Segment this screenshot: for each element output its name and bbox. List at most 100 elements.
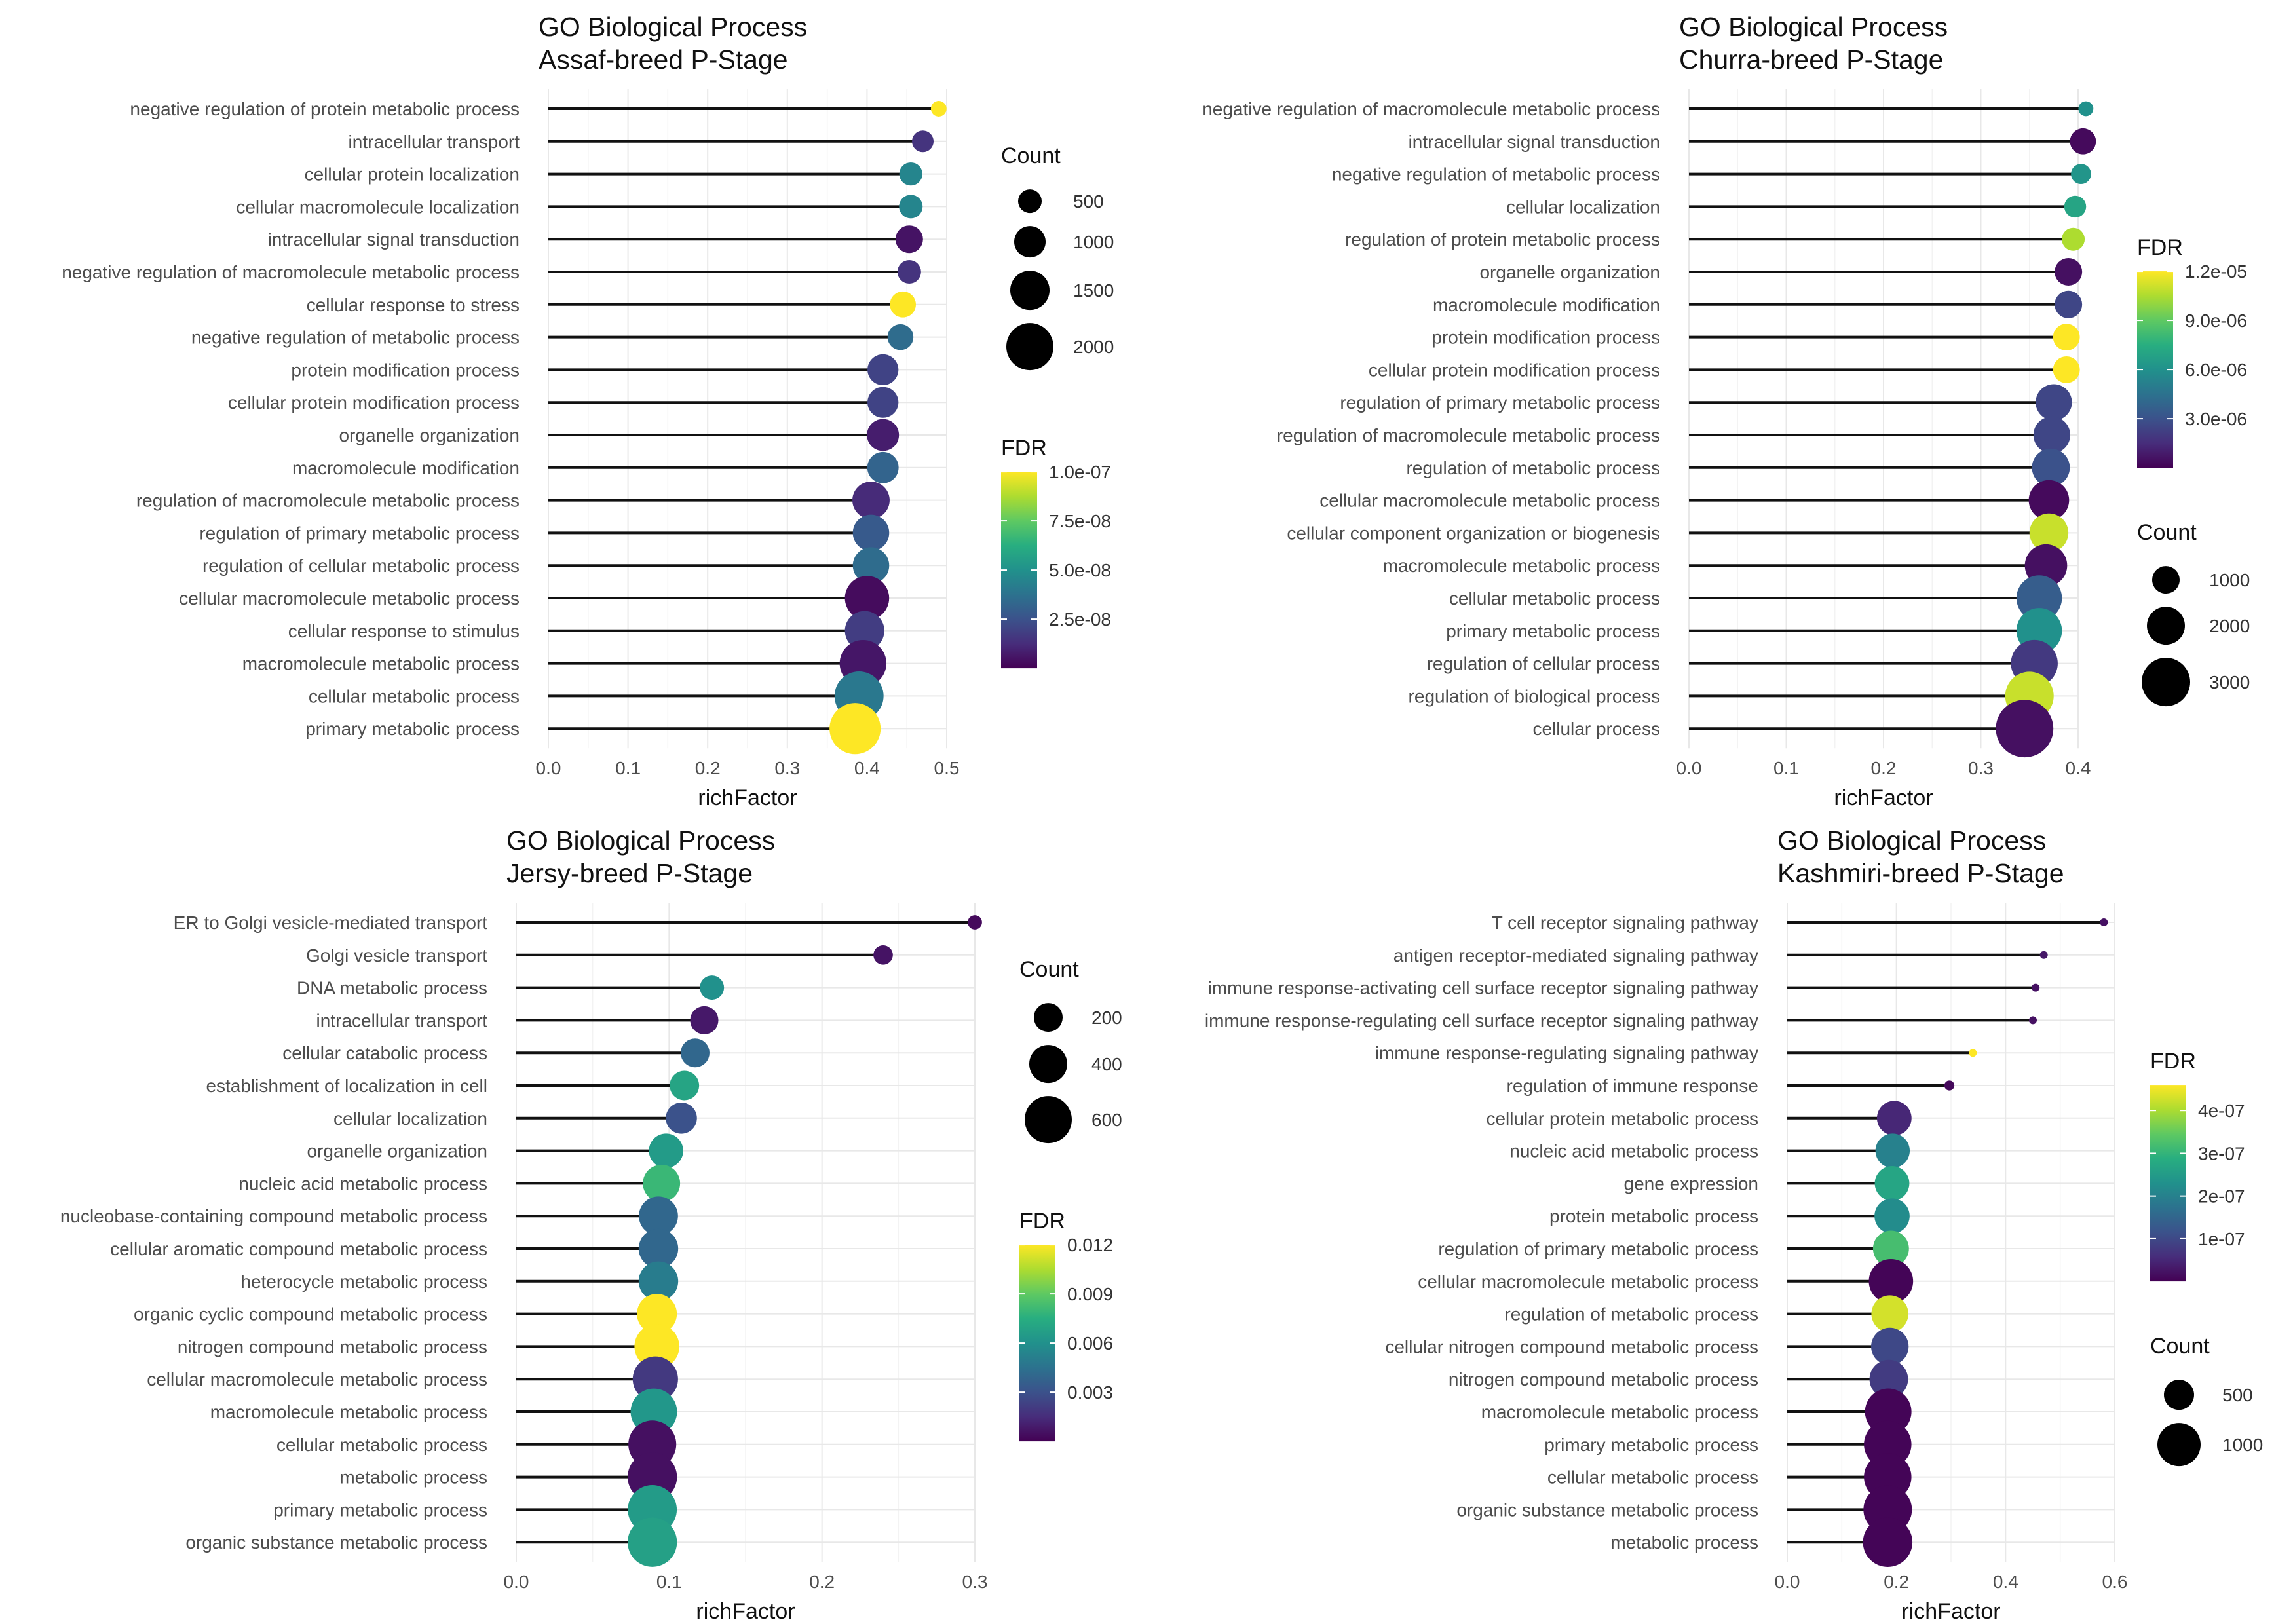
count-legend-label: 400	[1091, 1054, 1122, 1074]
count-legend-label: 2000	[1073, 337, 1114, 357]
lollipop-point	[1865, 1388, 1912, 1435]
term-label: nucleic acid metabolic process	[1509, 1141, 1758, 1161]
term-label: cellular localization	[333, 1108, 487, 1129]
term-label: negative regulation of protein metabolic…	[130, 99, 520, 119]
lollipop-point	[899, 162, 922, 186]
term-label: nitrogen compound metabolic process	[178, 1336, 487, 1357]
lollipop-point	[643, 1164, 681, 1202]
term-label: protein metabolic process	[1549, 1206, 1758, 1226]
term-label: regulation of metabolic process	[1406, 458, 1660, 478]
count-legend-key	[2147, 607, 2185, 645]
term-label: regulation of immune response	[1507, 1076, 1758, 1096]
x-tick-label: 0.1	[656, 1572, 682, 1592]
term-label: Golgi vesicle transport	[306, 945, 487, 966]
term-label: regulation of metabolic process	[1504, 1304, 1758, 1325]
lollipop-point	[1875, 1133, 1910, 1168]
term-label: macromolecule metabolic process	[242, 654, 520, 674]
term-label: immune response-activating cell surface …	[1208, 978, 1758, 998]
term-label: cellular nitrogen compound metabolic pro…	[1385, 1336, 1758, 1357]
term-label: intracellular signal transduction	[268, 229, 520, 250]
fdr-colorbar	[2150, 1085, 2186, 1282]
lollipop-point	[2053, 356, 2080, 383]
lollipop-point	[844, 576, 890, 620]
term-label: organic substance metabolic process	[1456, 1500, 1758, 1520]
lollipop-point	[649, 1133, 683, 1168]
term-label: protein modification process	[291, 360, 520, 380]
x-tick-label: 0.2	[695, 758, 721, 778]
term-label: cellular response to stimulus	[288, 621, 520, 641]
lollipop-point	[638, 1261, 679, 1301]
count-legend-key	[1010, 271, 1050, 311]
term-label: negative regulation of metabolic process	[1332, 164, 1660, 185]
x-tick-label: 0.0	[536, 758, 561, 778]
term-label: regulation of biological process	[1409, 686, 1660, 706]
fdr-legend-label: 0.012	[1067, 1235, 1113, 1255]
count-legend-label: 500	[2222, 1385, 2253, 1405]
term-label: cellular macromolecule metabolic process	[1418, 1272, 1758, 1292]
lollipop-point	[930, 101, 947, 117]
lollipop-point	[681, 1038, 710, 1068]
count-legend-label: 1000	[2209, 570, 2250, 590]
count-legend-label: 2000	[2209, 616, 2250, 636]
term-label: cellular protein localization	[305, 164, 520, 185]
term-label: organic substance metabolic process	[185, 1532, 487, 1553]
chart-subtitle: Kashmiri-breed P-Stage	[1777, 858, 2064, 888]
term-label: nucleobase-containing compound metabolic…	[60, 1206, 487, 1226]
x-tick-label: 0.2	[1884, 1572, 1909, 1592]
term-label: intracellular signal transduction	[1409, 132, 1660, 152]
fdr-legend-label: 5.0e-08	[1049, 560, 1111, 580]
chart-subtitle: Churra-breed P-Stage	[1679, 45, 1943, 75]
lollipop-point	[637, 1294, 677, 1334]
term-label: ER to Golgi vesicle-mediated transport	[174, 913, 488, 933]
lollipop-point	[2053, 324, 2080, 351]
chart-title: GO Biological Process	[506, 825, 775, 856]
lollipop-point	[1876, 1101, 1912, 1136]
lollipop-point	[2032, 983, 2040, 992]
lollipop-point	[852, 514, 890, 552]
lollipop-point	[2029, 513, 2069, 553]
fdr-legend-title: FDR	[1001, 436, 1047, 461]
lollipop-point	[639, 1196, 678, 1236]
lollipop-point	[1874, 1198, 1910, 1234]
term-label: T cell receptor signaling pathway	[1492, 913, 1758, 933]
lollipop-point	[638, 1228, 679, 1269]
x-tick-label: 0.0	[1775, 1572, 1800, 1592]
lollipop-point	[700, 975, 725, 1000]
count-legend-key	[2152, 566, 2180, 594]
fdr-legend-label: 0.009	[1067, 1284, 1113, 1304]
fdr-legend-title: FDR	[2150, 1049, 2196, 1074]
lollipop-point	[2078, 101, 2094, 117]
term-label: cellular macromolecule metabolic process	[179, 588, 520, 609]
fdr-legend-title: FDR	[2137, 235, 2183, 260]
term-label: macromolecule metabolic process	[1481, 1402, 1758, 1422]
term-label: regulation of protein metabolic process	[1345, 229, 1660, 250]
count-legend-key	[1025, 1096, 1072, 1144]
term-label: DNA metabolic process	[297, 978, 487, 998]
lollipop-point	[912, 130, 934, 153]
fdr-legend-label: 1.0e-07	[1049, 462, 1111, 482]
lollipop-point	[2100, 918, 2108, 926]
lollipop-point	[852, 547, 890, 584]
term-label: organelle organization	[307, 1141, 487, 1161]
lollipop-point	[1868, 1258, 1914, 1304]
x-tick-label: 0.2	[1871, 758, 1897, 778]
lollipop-point	[887, 324, 914, 350]
term-label: macromolecule metabolic process	[1383, 556, 1660, 576]
lollipop-point	[1871, 1295, 1908, 1332]
term-label: cellular macromolecule metabolic process	[1319, 491, 1660, 511]
x-tick-label: 0.3	[962, 1572, 988, 1592]
term-label: intracellular transport	[349, 132, 520, 152]
count-legend-label: 1000	[2222, 1435, 2263, 1455]
term-label: metabolic process	[339, 1467, 487, 1488]
lollipop-point	[873, 945, 893, 965]
count-legend-key	[1034, 1003, 1063, 1032]
term-label: macromolecule modification	[292, 458, 520, 478]
fdr-legend-label: 7.5e-08	[1049, 511, 1111, 531]
term-label: regulation of cellular process	[1427, 654, 1660, 674]
x-tick-label: 0.3	[774, 758, 800, 778]
term-label: immune response-regulating cell surface …	[1205, 1010, 1758, 1030]
